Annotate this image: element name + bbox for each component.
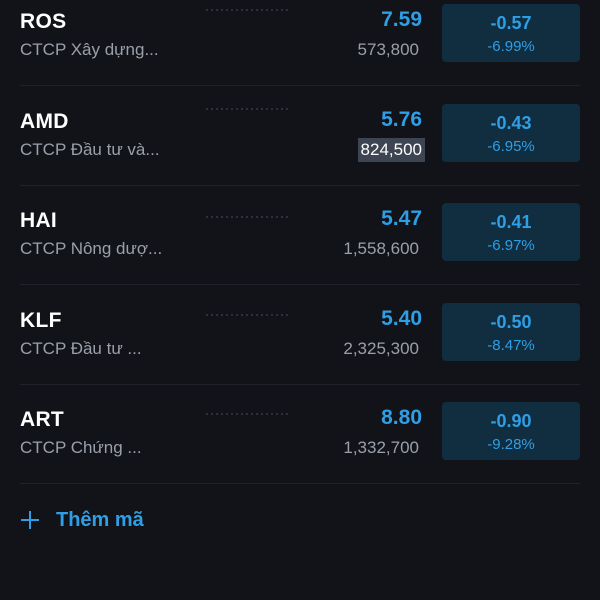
divider xyxy=(20,85,580,86)
stock-price: 5.76 xyxy=(381,108,422,131)
change-badge[interactable]: -0.57 -6.99% xyxy=(442,4,580,62)
change-value: -0.90 xyxy=(490,411,532,431)
sparkline-chart xyxy=(206,9,288,11)
divider xyxy=(20,483,580,484)
stock-price: 7.59 xyxy=(381,8,422,31)
list-item[interactable]: ROS CTCP Xây dựng... 7.59 573,800 -0.57 … xyxy=(0,0,600,100)
company-name: CTCP Đầu tư ... xyxy=(20,339,142,358)
trade-volume: 824,500 xyxy=(357,138,425,162)
change-value: -0.57 xyxy=(490,13,532,33)
company-name: CTCP Xây dựng... xyxy=(20,40,159,59)
change-percent: -6.97% xyxy=(487,237,535,254)
stock-symbol: AMD xyxy=(20,110,69,133)
change-value: -0.50 xyxy=(490,312,532,332)
change-percent: -9.28% xyxy=(487,436,535,453)
change-percent: -6.99% xyxy=(487,38,535,55)
trade-volume: 1,332,700 xyxy=(343,438,419,457)
change-value: -0.41 xyxy=(490,212,532,232)
add-symbol-label: Thêm mã xyxy=(56,508,144,531)
stock-symbol: HAI xyxy=(20,209,58,232)
change-badge[interactable]: -0.41 -6.97% xyxy=(442,203,580,261)
list-item[interactable]: HAI CTCP Nông dượ... 5.47 1,558,600 -0.4… xyxy=(0,199,600,299)
change-badge[interactable]: -0.50 -8.47% xyxy=(442,303,580,361)
change-value: -0.43 xyxy=(490,113,532,133)
list-item[interactable]: ART CTCP Chứng ... 8.80 1,332,700 -0.90 … xyxy=(0,398,600,498)
company-name: CTCP Chứng ... xyxy=(20,438,142,457)
add-symbol-button[interactable]: Thêm mã xyxy=(20,505,144,535)
trade-volume: 1,558,600 xyxy=(343,239,419,258)
divider xyxy=(20,185,580,186)
stock-price: 5.47 xyxy=(381,207,422,230)
change-percent: -8.47% xyxy=(487,337,535,354)
company-name: CTCP Nông dượ... xyxy=(20,239,163,258)
trade-volume: 573,800 xyxy=(357,40,419,59)
change-badge[interactable]: -0.43 -6.95% xyxy=(442,104,580,162)
trade-volume: 2,325,300 xyxy=(343,339,419,358)
sparkline-chart xyxy=(206,314,288,316)
sparkline-chart xyxy=(206,216,288,218)
stock-symbol: ART xyxy=(20,408,65,431)
divider xyxy=(20,384,580,385)
sparkline-chart xyxy=(206,413,288,415)
company-name: CTCP Đầu tư và... xyxy=(20,140,160,159)
stock-price: 5.40 xyxy=(381,307,422,330)
list-item[interactable]: KLF CTCP Đầu tư ... 5.40 2,325,300 -0.50… xyxy=(0,299,600,399)
change-percent: -6.95% xyxy=(487,138,535,155)
plus-icon xyxy=(20,510,40,530)
stock-symbol: ROS xyxy=(20,10,67,33)
list-item[interactable]: AMD CTCP Đầu tư và... 5.76 824,500 -0.43… xyxy=(0,100,600,200)
stock-symbol: KLF xyxy=(20,309,62,332)
divider xyxy=(20,284,580,285)
stock-price: 8.80 xyxy=(381,406,422,429)
sparkline-chart xyxy=(206,108,288,110)
change-badge[interactable]: -0.90 -9.28% xyxy=(442,402,580,460)
